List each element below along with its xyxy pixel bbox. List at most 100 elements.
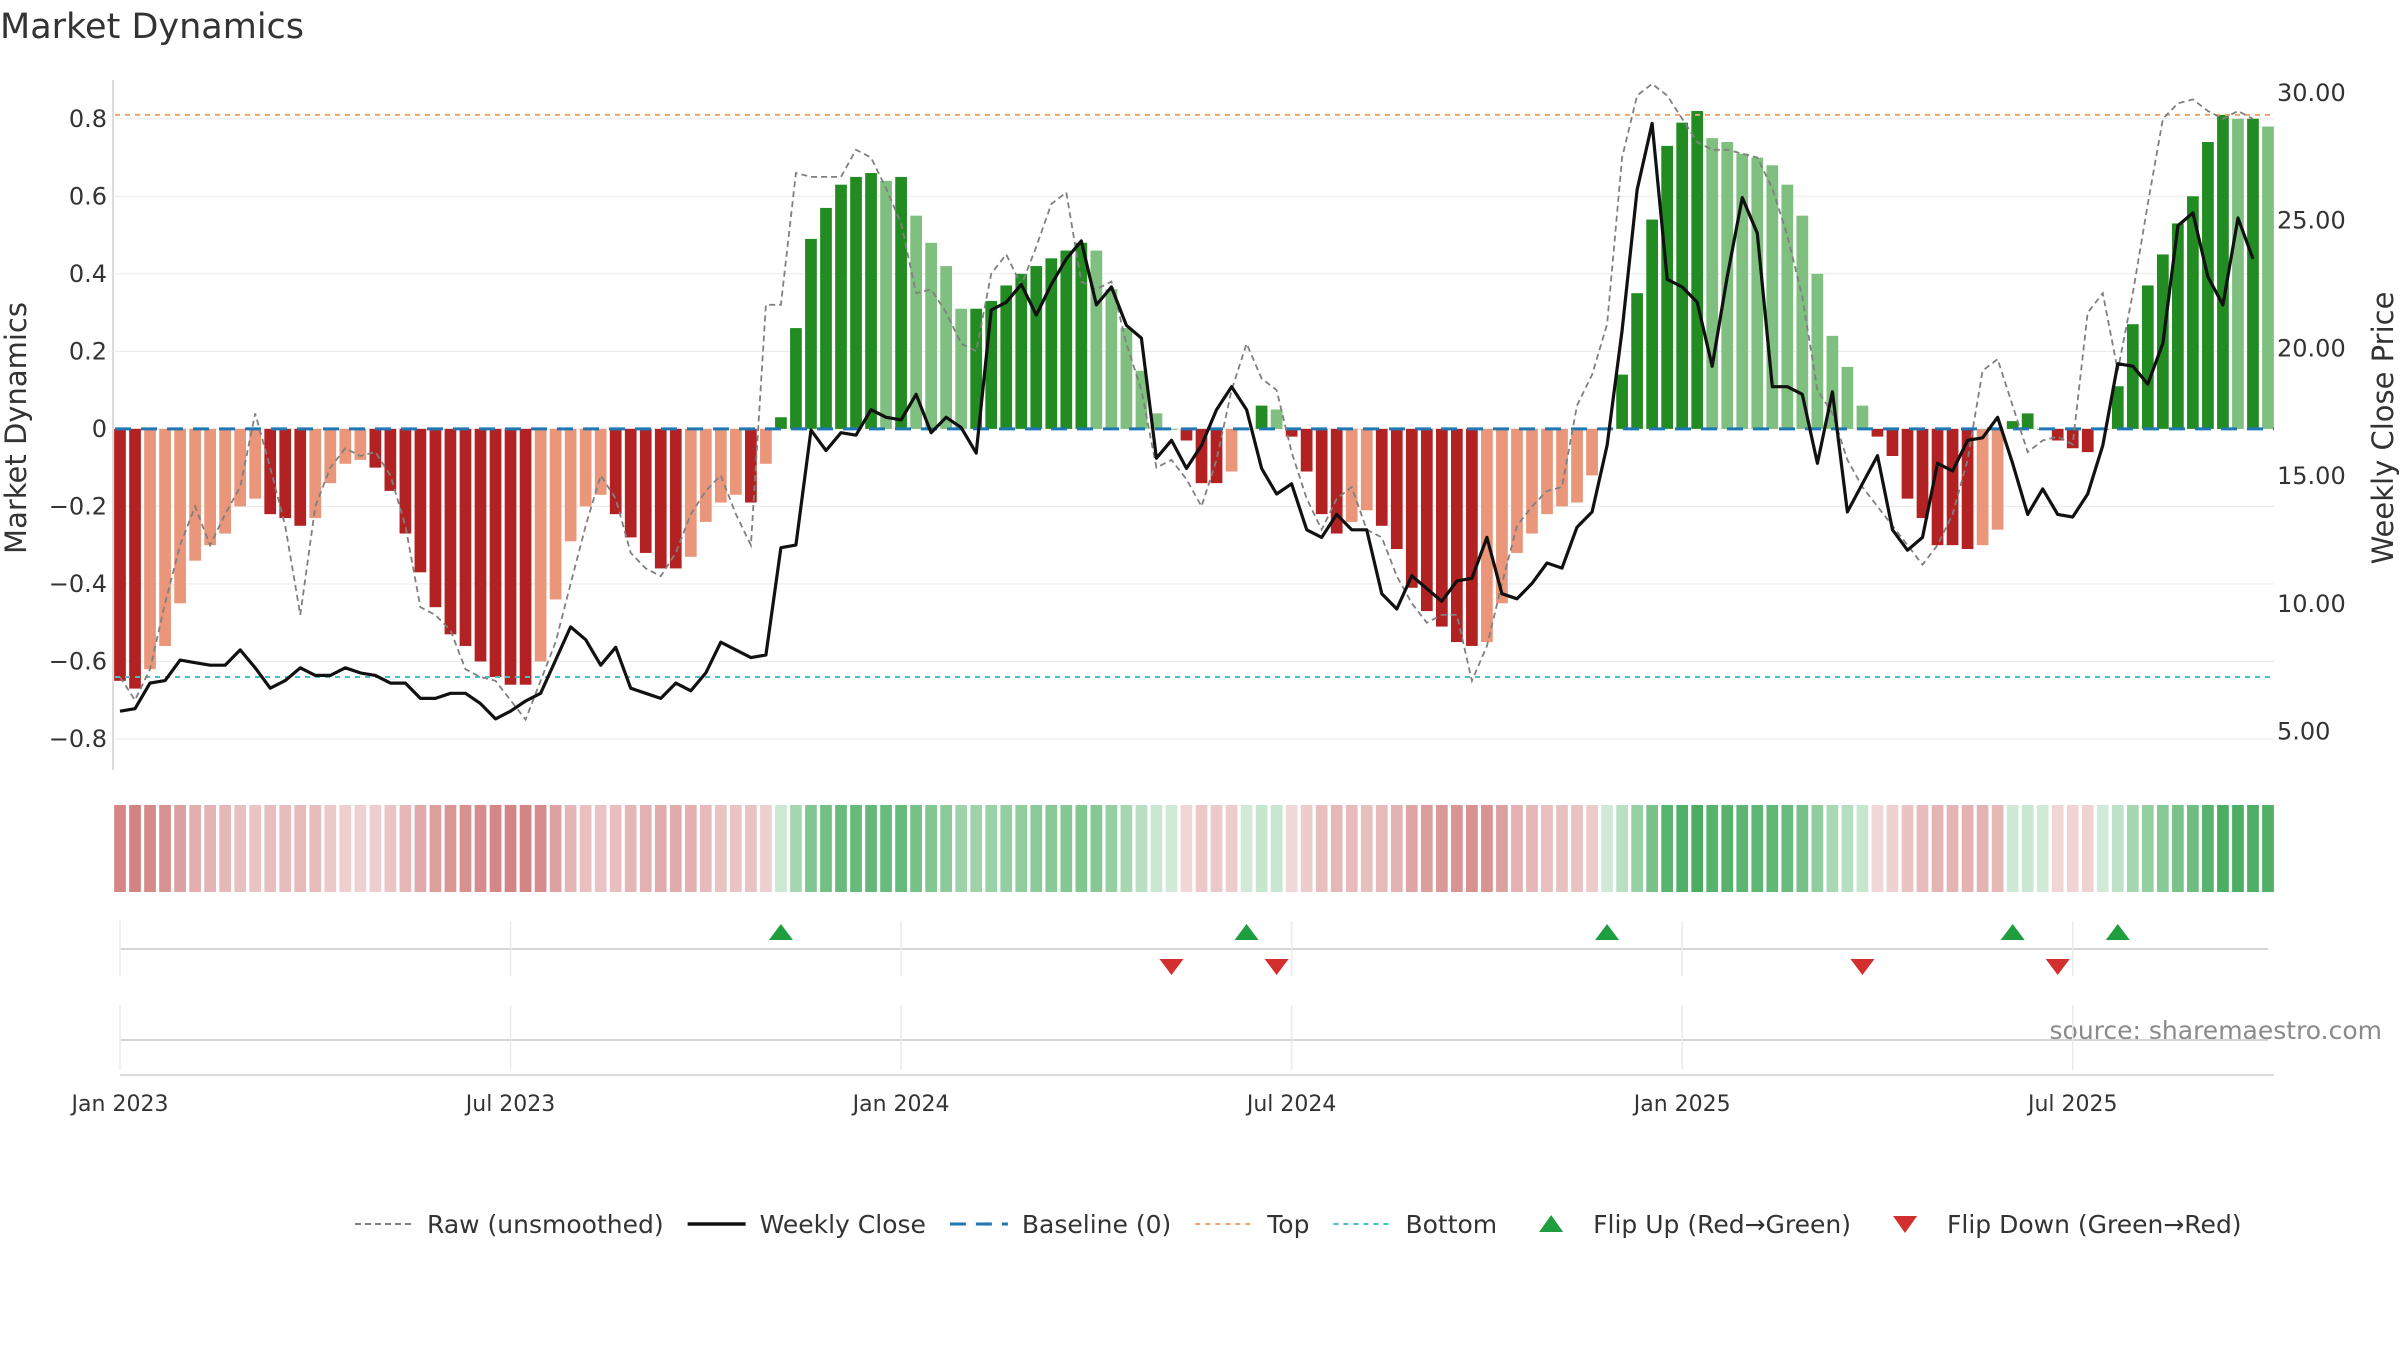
weekly-close-line — [119, 121, 2255, 721]
regime-strip-cell — [249, 805, 262, 892]
regime-strip-cell — [159, 805, 171, 892]
right-tick-label: 25.00 — [2277, 207, 2346, 235]
momentum-bar — [534, 428, 547, 662]
x-tick-label: Jul 2025 — [2026, 1092, 2118, 1117]
regime-strip-cell — [669, 805, 682, 892]
right-tick-label: 10.00 — [2277, 590, 2346, 618]
momentum-bar — [624, 428, 637, 538]
regime-strip-cell — [309, 805, 322, 892]
regime-strip-cell — [2096, 805, 2109, 892]
regime-strip-cell — [1571, 805, 1583, 892]
regime-strip-cell — [1435, 805, 1448, 892]
right-tick-label: 15.00 — [2277, 462, 2346, 490]
momentum-bar — [985, 300, 998, 429]
regime-strip-cell — [970, 805, 983, 892]
momentum-bar — [1676, 122, 1689, 429]
momentum-bar — [925, 242, 937, 429]
left-tick-label: −0.4 — [49, 570, 107, 598]
left-tick-label: 0.4 — [69, 260, 107, 288]
regime-strip-cell — [1646, 805, 1658, 892]
regime-strip-cell — [144, 805, 156, 892]
regime-strip-cell — [1015, 805, 1028, 892]
momentum-bar — [1751, 157, 1764, 429]
regime-strip-cell — [1661, 805, 1674, 892]
regime-strip-cell — [805, 805, 817, 892]
regime-strip-cell — [2081, 805, 2094, 892]
momentum-bar — [1345, 428, 1358, 522]
regime-strip-cell — [369, 805, 382, 892]
regime-strip-cell — [1375, 805, 1388, 892]
regime-strip-cell — [775, 805, 787, 892]
momentum-bar — [775, 417, 787, 429]
regime-strip-layer — [114, 805, 2274, 892]
momentum-bar — [414, 428, 427, 573]
regime-strip-cell — [1180, 805, 1193, 892]
regime-strip-cell — [1616, 805, 1628, 892]
momentum-bar — [1661, 145, 1674, 429]
regime-strip-cell — [1541, 805, 1553, 892]
regime-strip-cell — [1811, 805, 1824, 892]
regime-strip-cell — [1105, 805, 1118, 892]
regime-strip-cell — [2172, 805, 2184, 892]
momentum-bar — [1586, 428, 1598, 476]
regime-strip-cell — [1451, 805, 1463, 892]
momentum-bar — [2141, 285, 2154, 429]
regime-strip-cell — [1225, 805, 1238, 892]
momentum-bar — [114, 428, 126, 681]
regime-strip-cell — [174, 805, 186, 892]
momentum-bar — [1841, 366, 1854, 429]
momentum-bar — [790, 328, 802, 429]
regime-strip-cell — [1976, 805, 1989, 892]
momentum-bar — [2081, 428, 2094, 453]
flip-down-marker — [2045, 959, 2070, 975]
regime-strip-cell — [1075, 805, 1088, 892]
momentum-bar — [1511, 428, 1523, 553]
momentum-bar — [760, 428, 772, 464]
regime-strip-cell — [654, 805, 667, 892]
momentum-bar — [324, 428, 337, 484]
momentum-bar — [714, 428, 727, 503]
momentum-bar — [745, 428, 757, 503]
regime-strip-cell — [1796, 805, 1809, 892]
regime-strip-cell — [2217, 805, 2229, 892]
momentum-bar — [2126, 324, 2139, 429]
momentum-bar — [1330, 428, 1343, 534]
momentum-bar — [1360, 428, 1373, 511]
regime-strip-cell — [2232, 805, 2244, 892]
regime-strip-cell — [850, 805, 862, 892]
regime-strip-cell — [985, 805, 998, 892]
momentum-bar — [399, 428, 412, 534]
left-tick-label: −0.6 — [49, 647, 107, 675]
regime-strip-cell — [1120, 805, 1133, 892]
momentum-bar — [459, 428, 472, 646]
regime-strip-cell — [1721, 805, 1734, 892]
momentum-bar — [1420, 428, 1433, 612]
regime-strip-cell — [1946, 805, 1959, 892]
regime-strip-cell — [2262, 805, 2274, 892]
momentum-bar — [654, 428, 667, 569]
momentum-bar — [1856, 405, 1869, 429]
regime-strip-cell — [354, 805, 367, 892]
regime-strip-cell — [1300, 805, 1313, 892]
regime-strip-cell — [2021, 805, 2034, 892]
regime-strip-cell — [1000, 805, 1013, 892]
regime-strip-cell — [474, 805, 487, 892]
momentum-bar — [1180, 428, 1193, 441]
regime-strip-cell — [1961, 805, 1974, 892]
regime-strip-cell — [2111, 805, 2124, 892]
momentum-bar — [1255, 405, 1268, 429]
momentum-bar — [174, 428, 186, 604]
flip-down-marker — [1159, 959, 1184, 975]
legend-label-top: Top — [1266, 1210, 1309, 1239]
regime-strip-cell — [714, 805, 727, 892]
regime-strip-cell — [414, 805, 427, 892]
regime-strip-cell — [925, 805, 937, 892]
momentum-bar — [2051, 428, 2064, 441]
regime-strip-cell — [1390, 805, 1403, 892]
regime-strip-cell — [1165, 805, 1178, 892]
momentum-bar — [1901, 428, 1914, 499]
momentum-bar — [910, 215, 922, 429]
momentum-bar — [549, 428, 562, 600]
momentum-bar — [880, 180, 892, 429]
